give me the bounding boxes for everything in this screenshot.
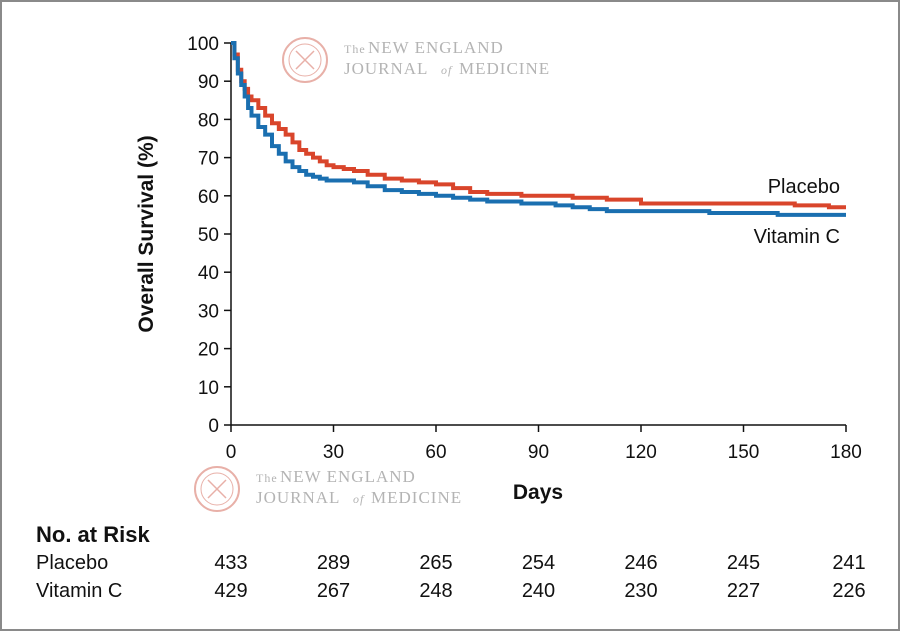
risk-value: 226 — [832, 580, 866, 602]
watermark-line2b: MEDICINE — [459, 59, 550, 78]
watermark-bottom: The NEW ENGLAND JOURNAL of MEDICINE — [194, 466, 462, 512]
x-tick-label: 30 — [323, 442, 344, 463]
y-tick-label: 20 — [198, 340, 219, 361]
x-axis-ticks: 0 30 60 90 120 150 180 — [226, 425, 862, 463]
risk-value: 265 — [419, 552, 453, 574]
risk-table-title: No. at Risk — [36, 522, 150, 547]
risk-value: 433 — [214, 552, 248, 574]
risk-row-label-placebo: Placebo — [36, 552, 109, 574]
nejm-seal-icon — [282, 37, 328, 83]
watermark-line2a: JOURNAL — [344, 59, 428, 78]
risk-value: 227 — [726, 580, 761, 602]
risk-value: 267 — [316, 580, 351, 602]
watermark-line2a: JOURNAL — [256, 488, 340, 507]
watermark-line2b: MEDICINE — [371, 488, 462, 507]
nejm-seal-icon — [194, 466, 240, 512]
x-axis-title: Days — [513, 481, 563, 504]
series-line-vitamin-c — [231, 41, 846, 217]
y-tick-label: 70 — [198, 149, 219, 170]
watermark-of: of — [441, 63, 453, 77]
y-axis-ticks: 0 10 20 30 40 50 60 70 80 90 100 — [187, 34, 231, 437]
series-label-vitamin-c: Vitamin C — [754, 226, 840, 248]
y-tick-label: 0 — [208, 416, 219, 437]
risk-value: 241 — [832, 552, 866, 574]
risk-value: 230 — [624, 580, 658, 602]
y-tick-label: 30 — [198, 301, 219, 322]
x-tick-label: 150 — [728, 442, 760, 463]
risk-value: 246 — [624, 552, 658, 574]
y-tick-label: 100 — [187, 34, 219, 55]
risk-value: 429 — [214, 580, 248, 602]
y-tick-label: 80 — [198, 110, 219, 131]
risk-value: 254 — [521, 552, 556, 574]
series-line-placebo — [231, 41, 846, 210]
x-tick-label: 60 — [425, 442, 446, 463]
risk-value: 245 — [726, 552, 761, 574]
y-tick-label: 50 — [198, 225, 219, 246]
watermark-top: The NEW ENGLAND JOURNAL of MEDICINE — [282, 37, 550, 83]
series-label-placebo: Placebo — [768, 176, 840, 198]
risk-value: 289 — [316, 552, 351, 574]
risk-value: 248 — [419, 580, 453, 602]
y-tick-label: 40 — [198, 263, 219, 284]
risk-value: 240 — [521, 580, 556, 602]
x-tick-label: 90 — [528, 442, 549, 463]
y-tick-label: 90 — [198, 72, 219, 93]
watermark-prefix: The — [256, 471, 278, 485]
x-tick-label: 180 — [830, 442, 862, 463]
watermark-prefix: The — [344, 42, 366, 56]
watermark-line1: NEW ENGLAND — [368, 38, 504, 57]
watermark-of: of — [353, 492, 365, 506]
y-tick-label: 10 — [198, 378, 219, 399]
y-tick-label: 60 — [198, 187, 219, 208]
x-tick-label: 0 — [226, 442, 237, 463]
watermark-line1: NEW ENGLAND — [280, 467, 416, 486]
risk-row-label-vitamin-c: Vitamin C — [36, 580, 123, 602]
survival-chart: The NEW ENGLAND JOURNAL of MEDICINE The … — [135, 34, 862, 512]
series-lines — [231, 41, 846, 217]
y-axis-title: Overall Survival (%) — [135, 135, 158, 332]
x-tick-label: 120 — [625, 442, 657, 463]
